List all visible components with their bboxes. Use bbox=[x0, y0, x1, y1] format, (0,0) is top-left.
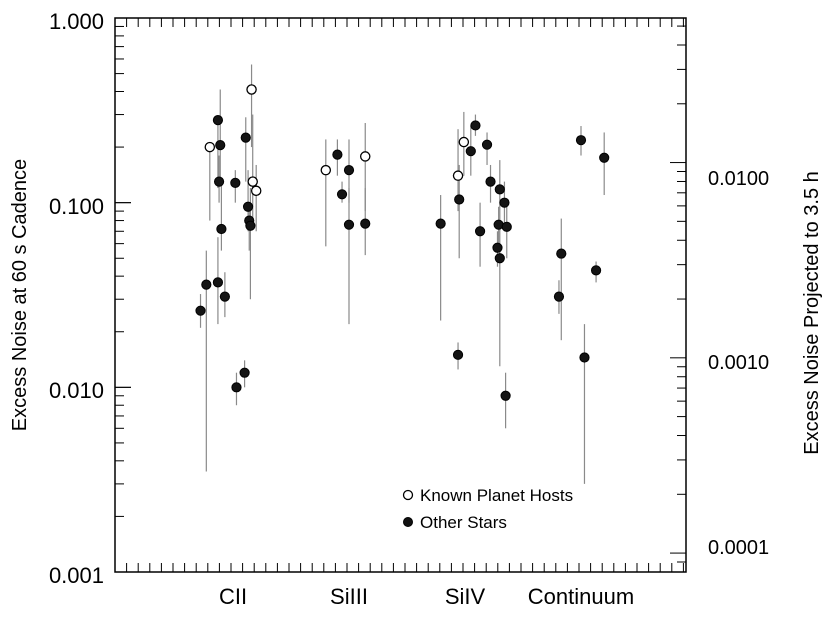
other-star-marker bbox=[212, 114, 224, 126]
legend-open-marker bbox=[402, 489, 414, 501]
y2-tick-labels: 0.0001 0.0010 0.0100 bbox=[708, 168, 769, 559]
y2-tick-label: 0.0010 bbox=[708, 352, 769, 374]
other-star-marker bbox=[454, 194, 465, 205]
other-star-marker bbox=[553, 291, 565, 302]
planet-host-marker bbox=[250, 185, 262, 197]
x-category-label: SiIV bbox=[445, 584, 486, 609]
y-tick-label: 0.001 bbox=[49, 563, 104, 588]
planet-host-marker bbox=[204, 141, 216, 153]
other-star-marker bbox=[500, 390, 511, 401]
y-tick-label: 0.100 bbox=[49, 194, 104, 219]
other-star-marker bbox=[360, 218, 371, 229]
other-star-marker bbox=[435, 218, 446, 229]
planet-host-marker bbox=[359, 151, 371, 162]
other-star-marker bbox=[213, 176, 225, 187]
legend: Known Planet Hosts Other Stars bbox=[402, 486, 573, 532]
legend-filled-marker bbox=[403, 517, 413, 527]
legend-label: Other Stars bbox=[420, 513, 507, 532]
other-star-marker bbox=[492, 242, 503, 253]
other-star-marker bbox=[465, 146, 476, 157]
plot-frame bbox=[114, 17, 687, 573]
other-star-marker bbox=[216, 223, 227, 235]
other-star-marker bbox=[240, 132, 251, 143]
y-tick-label: 0.010 bbox=[49, 378, 104, 403]
other-star-marker bbox=[242, 201, 254, 212]
other-star-marker bbox=[452, 349, 464, 360]
other-star-marker bbox=[230, 177, 241, 188]
other-star-marker bbox=[215, 139, 226, 151]
y-tick-label: 1.000 bbox=[49, 9, 104, 34]
x-category-label: SiIII bbox=[330, 584, 368, 609]
axis-ticks bbox=[115, 17, 686, 573]
other-star-marker bbox=[599, 152, 610, 163]
other-star-marker bbox=[494, 184, 505, 195]
other-star-marker bbox=[501, 221, 512, 232]
other-star-marker bbox=[343, 219, 355, 230]
x-category-labels: CII SiIII SiIV Continuum bbox=[219, 584, 634, 609]
planet-host-marker bbox=[458, 136, 470, 148]
other-star-marker bbox=[336, 189, 348, 200]
other-star-marker bbox=[579, 352, 590, 363]
other-star-marker bbox=[494, 253, 505, 264]
y-axis-label: Excess Noise at 60 s Cadence bbox=[9, 159, 31, 431]
other-star-marker bbox=[556, 248, 567, 259]
error-bars bbox=[199, 64, 605, 484]
x-category-label: CII bbox=[219, 584, 247, 609]
other-star-marker bbox=[195, 305, 206, 316]
y2-tick-label: 0.0001 bbox=[708, 537, 769, 559]
other-star-marker bbox=[481, 139, 493, 150]
other-star-marker bbox=[343, 165, 355, 176]
y-tick-labels: 0.001 0.010 0.100 1.000 bbox=[49, 9, 104, 588]
y2-axis-label: Excess Noise Projected to 3.5 h bbox=[801, 171, 823, 454]
data-markers bbox=[195, 84, 610, 401]
y2-tick-label: 0.0100 bbox=[708, 168, 769, 190]
other-star-marker bbox=[245, 220, 256, 231]
other-star-marker bbox=[474, 226, 486, 237]
other-star-marker bbox=[231, 382, 242, 393]
other-star-marker bbox=[590, 265, 602, 276]
other-star-marker bbox=[219, 291, 230, 302]
other-star-marker bbox=[201, 279, 212, 290]
other-star-marker bbox=[499, 197, 510, 208]
other-star-marker bbox=[212, 277, 224, 288]
planet-host-marker bbox=[320, 164, 332, 176]
other-star-marker bbox=[485, 176, 496, 187]
other-star-marker bbox=[575, 135, 587, 146]
planet-host-marker bbox=[247, 176, 258, 187]
other-star-marker bbox=[332, 149, 343, 160]
other-star-marker bbox=[239, 367, 250, 378]
planet-host-marker bbox=[452, 170, 464, 181]
x-category-label: Continuum bbox=[528, 584, 634, 609]
other-star-marker bbox=[470, 120, 481, 131]
legend-label: Known Planet Hosts bbox=[420, 486, 573, 505]
planet-host-marker bbox=[246, 84, 257, 95]
